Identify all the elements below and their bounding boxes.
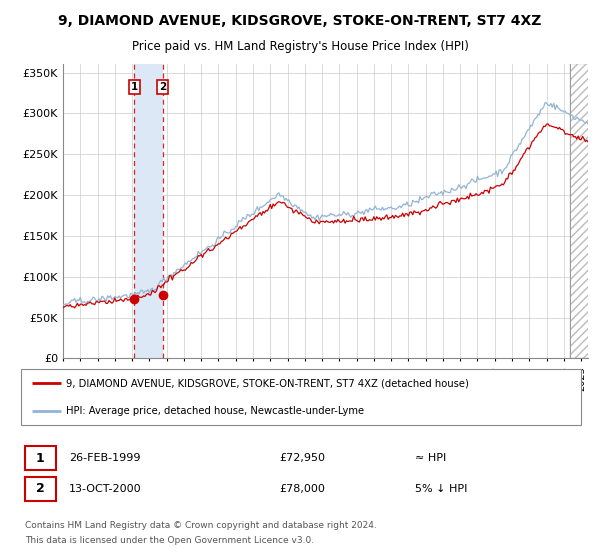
FancyBboxPatch shape xyxy=(21,369,581,425)
Text: 26-FEB-1999: 26-FEB-1999 xyxy=(69,453,140,463)
Text: £78,000: £78,000 xyxy=(279,484,325,493)
Bar xyxy=(569,64,592,358)
Text: 1: 1 xyxy=(36,451,45,465)
Text: 2: 2 xyxy=(36,482,45,495)
Text: 13-OCT-2000: 13-OCT-2000 xyxy=(69,484,142,493)
Bar xyxy=(134,64,163,358)
Text: Price paid vs. HM Land Registry's House Price Index (HPI): Price paid vs. HM Land Registry's House … xyxy=(131,40,469,54)
Text: 9, DIAMOND AVENUE, KIDSGROVE, STOKE-ON-TRENT, ST7 4XZ (detached house): 9, DIAMOND AVENUE, KIDSGROVE, STOKE-ON-T… xyxy=(66,378,469,388)
Text: ≈ HPI: ≈ HPI xyxy=(415,453,446,463)
Text: 1: 1 xyxy=(131,82,138,92)
FancyBboxPatch shape xyxy=(25,446,56,470)
Text: £72,950: £72,950 xyxy=(279,453,325,463)
Text: 5% ↓ HPI: 5% ↓ HPI xyxy=(415,484,467,493)
Text: 9, DIAMOND AVENUE, KIDSGROVE, STOKE-ON-TRENT, ST7 4XZ: 9, DIAMOND AVENUE, KIDSGROVE, STOKE-ON-T… xyxy=(58,13,542,27)
Text: 2: 2 xyxy=(160,82,167,92)
Text: Contains HM Land Registry data © Crown copyright and database right 2024.: Contains HM Land Registry data © Crown c… xyxy=(25,521,377,530)
Text: HPI: Average price, detached house, Newcastle-under-Lyme: HPI: Average price, detached house, Newc… xyxy=(66,406,364,416)
FancyBboxPatch shape xyxy=(25,477,56,501)
Text: This data is licensed under the Open Government Licence v3.0.: This data is licensed under the Open Gov… xyxy=(25,535,314,544)
